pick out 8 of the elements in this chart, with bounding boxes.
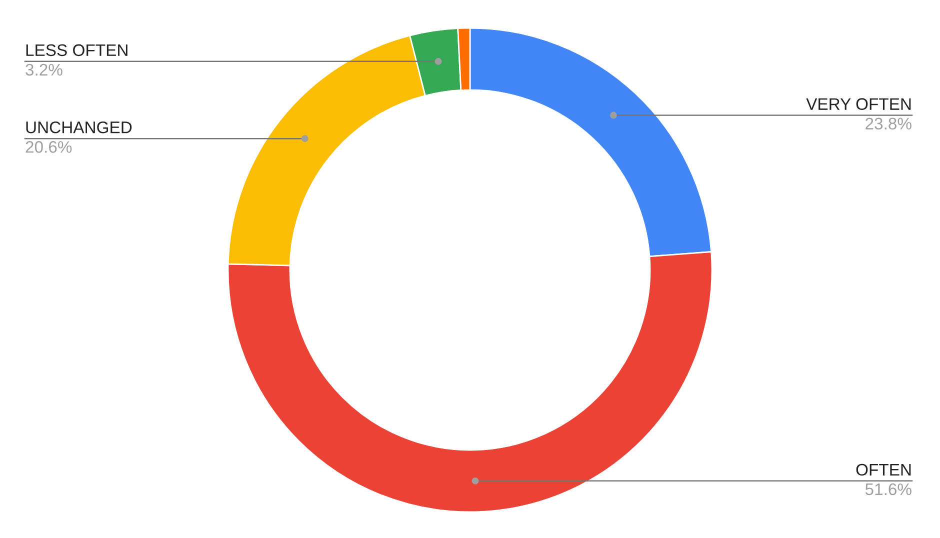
- data-label: 51.6%: [865, 483, 912, 496]
- data-label: 23.8%: [866, 118, 912, 130]
- slice-label: LESS OFTEN: [26, 44, 128, 56]
- data-label: 3.2%: [26, 64, 62, 76]
- data-label: 20.6%: [26, 141, 72, 153]
- slice-label: OFTEN: [856, 464, 911, 476]
- slice-label: VERY OFTEN: [806, 98, 911, 110]
- slice-label: UNCHANGED: [26, 121, 132, 134]
